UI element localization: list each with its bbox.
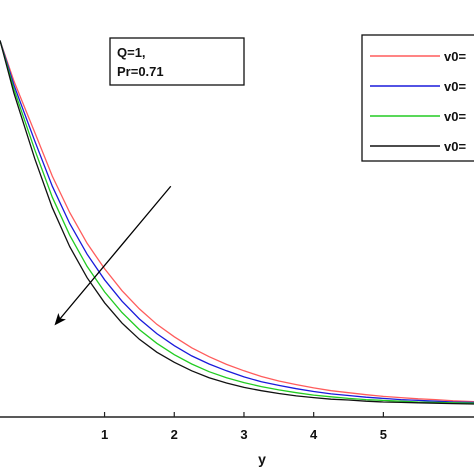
- x-tick-label-2: 2: [171, 427, 178, 442]
- legend-entries: v0= v0= v0= v0=: [370, 49, 466, 154]
- x-tick-label-4: 4: [310, 427, 318, 442]
- annotation-line-1: Q=1,: [117, 45, 146, 60]
- x-tick-label-5: 5: [380, 427, 387, 442]
- series-line-2: [0, 40, 474, 404]
- series-layer: [0, 40, 474, 405]
- legend-label-3: v0=: [444, 109, 466, 124]
- annotation-box: Q=1, Pr=0.71: [109, 37, 245, 86]
- trend-arrow: [54, 185, 172, 326]
- legend-label-1: v0=: [444, 49, 466, 64]
- series-line-4: [0, 40, 474, 405]
- annotation-frame: [109, 37, 245, 86]
- legend-label-4: v0=: [444, 139, 466, 154]
- annotation-line-2: Pr=0.71: [117, 64, 164, 79]
- series-line-3: [0, 40, 474, 404]
- series-line-1: [0, 40, 474, 403]
- legend-label-2: v0=: [444, 79, 466, 94]
- legend: v0= v0= v0= v0=: [361, 34, 474, 162]
- x-axis-title: y: [258, 451, 266, 467]
- x-tick-label-3: 3: [240, 427, 247, 442]
- x-tick-label-1: 1: [101, 427, 108, 442]
- x-tick-layer: 1 2 3 4 5: [101, 412, 387, 442]
